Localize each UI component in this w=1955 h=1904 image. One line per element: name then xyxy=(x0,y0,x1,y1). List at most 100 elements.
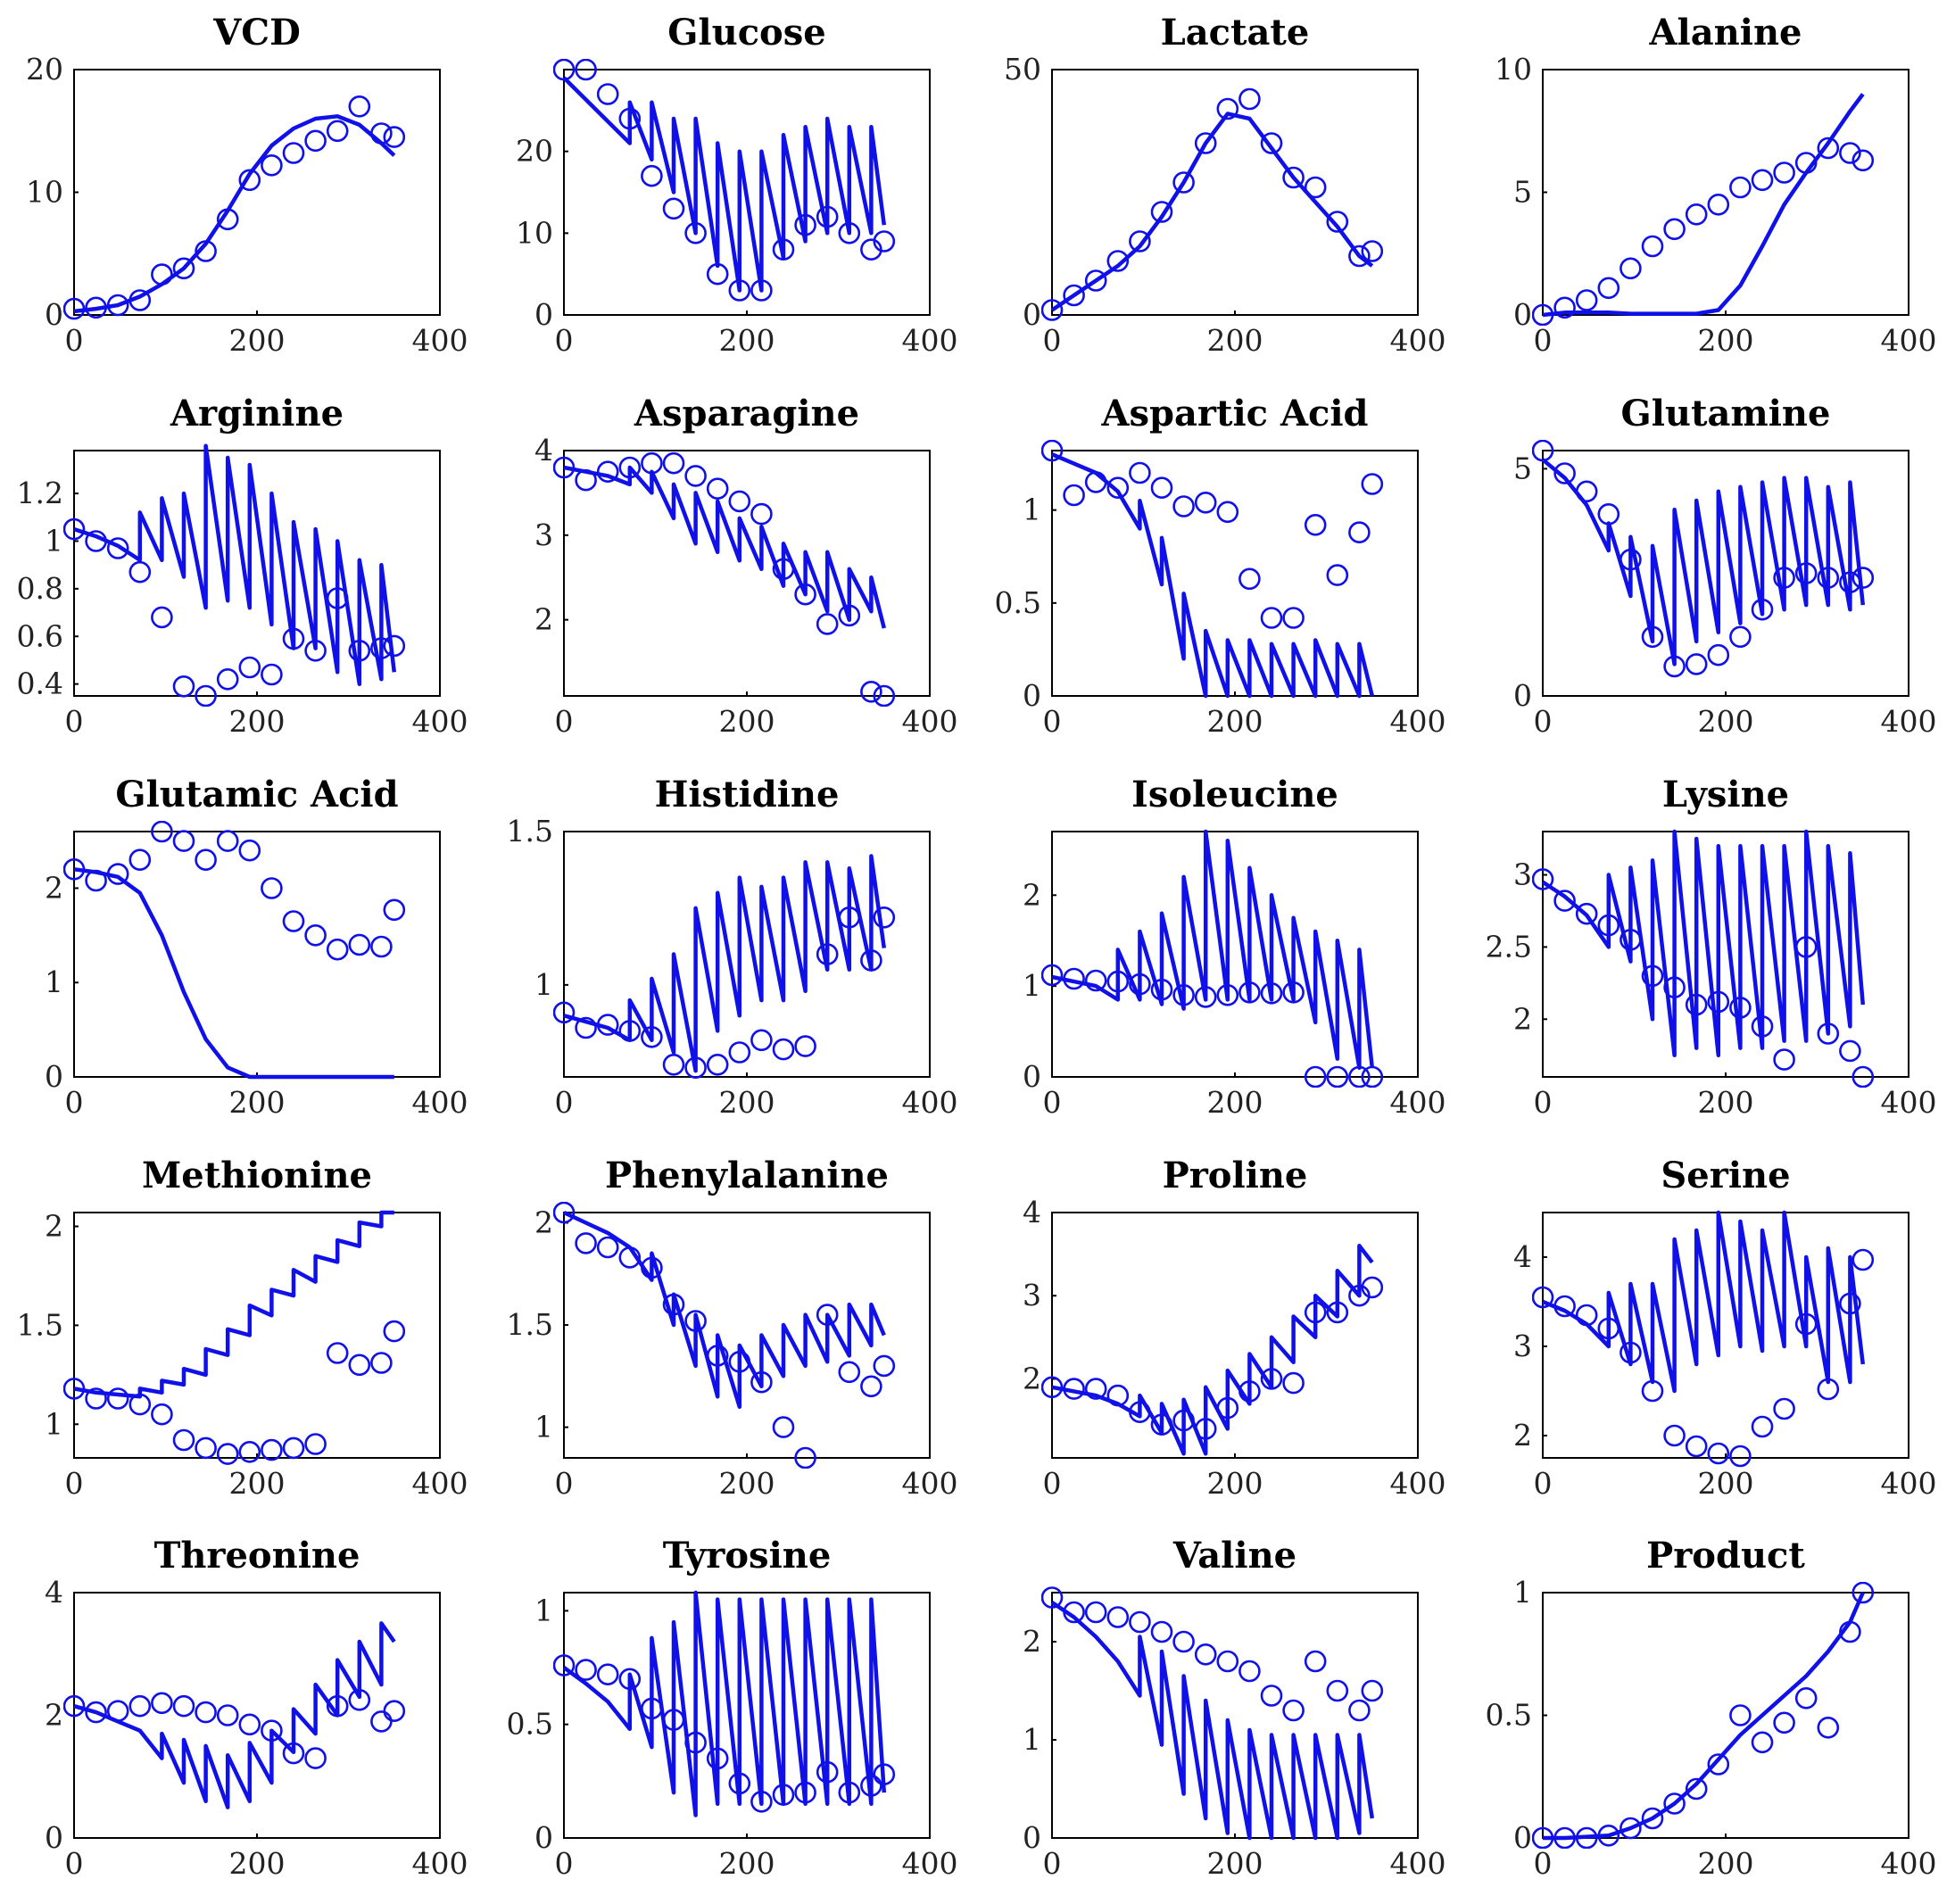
y-tick-label: 5 xyxy=(1513,451,1532,485)
plot-area-vcd xyxy=(63,95,406,320)
measured-point-methionine xyxy=(106,1387,129,1410)
measured-point-lysine xyxy=(1532,868,1554,890)
x-tick-label: 200 xyxy=(229,1846,286,1881)
measured-point-arginine xyxy=(106,537,129,559)
measured-point-glutamic-acid xyxy=(128,849,152,872)
measured-point-alanine xyxy=(1773,161,1795,184)
measured-point-valine xyxy=(1304,1650,1327,1673)
measured-point-aspartic-acid xyxy=(1282,607,1305,629)
y-tick-label: 0 xyxy=(1513,297,1532,332)
panel-lysine: Lysine 0 200 400 2 2.5 3 xyxy=(1486,774,1937,1120)
measured-point-glutamic-acid xyxy=(261,877,283,899)
x-tick-label: 400 xyxy=(1390,1466,1446,1501)
measured-point-isoleucine xyxy=(1129,973,1151,996)
model-line-tyrosine xyxy=(562,1590,887,1817)
measured-point-arginine xyxy=(282,627,305,650)
y-tick-label: 0.8 xyxy=(17,571,63,606)
measured-point-alanine xyxy=(1620,257,1642,280)
measured-point-tyrosine xyxy=(618,1668,642,1691)
measured-point-valine xyxy=(1084,1601,1107,1624)
plot-area-glutamic-acid xyxy=(63,821,406,1080)
measured-point-phenylalanine xyxy=(641,1256,663,1279)
measured-point-proline xyxy=(1260,1368,1283,1390)
y-tick-label: 0 xyxy=(1023,678,1041,713)
x-tick-label: 200 xyxy=(1207,323,1263,358)
x-tick-label: 200 xyxy=(1207,704,1263,739)
panel-histidine: Histidine 0 200 400 1 1.5 xyxy=(507,774,958,1120)
measured-point-alanine xyxy=(1839,142,1861,164)
measured-point-lysine xyxy=(1839,1039,1861,1063)
measured-point-isoleucine xyxy=(1282,981,1305,1004)
measured-point-serine xyxy=(1817,1378,1840,1401)
measured-point-threonine xyxy=(172,1694,195,1718)
measured-point-vcd xyxy=(172,257,195,280)
measured-point-threonine xyxy=(304,1747,327,1769)
measured-point-valine xyxy=(1041,1586,1064,1609)
measured-point-asparagine xyxy=(662,451,685,475)
measured-point-methionine xyxy=(195,1436,217,1460)
model-line-glutamic-acid xyxy=(73,867,394,1080)
measured-point-lactate xyxy=(1194,132,1217,154)
measured-point-aspartic-acid xyxy=(1238,567,1261,591)
x-tick-label: 200 xyxy=(1698,1085,1754,1120)
x-tick-label: 0 xyxy=(1043,1085,1062,1120)
measured-point-histidine xyxy=(794,1035,816,1057)
x-tick-label: 400 xyxy=(902,704,958,739)
measured-point-isoleucine xyxy=(1084,969,1107,992)
measured-point-lysine xyxy=(1575,902,1598,925)
measured-point-valine xyxy=(1361,1679,1384,1702)
measured-point-asparagine xyxy=(596,460,619,484)
y-tick-label: 0.6 xyxy=(17,618,63,653)
measured-point-valine xyxy=(1326,1679,1349,1702)
plot-area-threonine xyxy=(63,1621,406,1809)
model-line-glutamine xyxy=(1541,458,1866,666)
panel-title-isoleucine: Isoleucine xyxy=(1131,774,1338,815)
measured-point-glutamic-acid xyxy=(216,830,239,852)
panel-lactate: Lactate 0 200 400 0 50 xyxy=(1004,12,1446,358)
y-tick-label: 2 xyxy=(1023,1361,1041,1395)
measured-point-aspartic-acid xyxy=(1041,440,1064,462)
x-tick-label: 0 xyxy=(1043,1846,1062,1881)
x-tick-label: 0 xyxy=(1043,323,1062,358)
measured-point-tyrosine xyxy=(684,1731,707,1754)
x-tick-label: 400 xyxy=(412,1846,468,1881)
measured-point-valine xyxy=(1172,1630,1195,1653)
y-tick-label: 0 xyxy=(45,297,63,332)
measured-point-serine xyxy=(1597,1317,1620,1340)
panel-asparagine: Asparagine 0 200 400 2 3 4 xyxy=(534,393,958,739)
measured-point-isoleucine xyxy=(1150,978,1173,1001)
y-tick-label: 2 xyxy=(1513,1418,1532,1453)
measured-point-vcd xyxy=(383,126,406,148)
measured-point-asparagine xyxy=(706,477,729,501)
measured-point-glucose xyxy=(750,279,773,302)
measured-point-glucose xyxy=(618,107,642,130)
measured-point-glutamic-acid xyxy=(282,910,305,932)
measured-point-glucose xyxy=(772,238,795,261)
x-tick-label: 0 xyxy=(1534,1846,1553,1881)
measured-point-lactate xyxy=(1260,132,1283,154)
measured-point-arginine xyxy=(172,675,195,698)
axis-box-phenylalanine xyxy=(563,1212,931,1459)
measured-point-histidine xyxy=(641,1026,663,1048)
measured-point-lactate xyxy=(1106,250,1130,272)
measured-point-asparagine xyxy=(575,468,597,492)
measured-point-isoleucine xyxy=(1216,984,1239,1006)
plot-area-tyrosine xyxy=(553,1590,896,1817)
measured-point-vcd xyxy=(348,95,371,118)
measured-point-alanine xyxy=(1641,235,1664,258)
y-tick-label: 2 xyxy=(1513,1001,1532,1036)
measured-point-lysine xyxy=(1597,914,1620,937)
x-tick-label: 200 xyxy=(719,1466,775,1501)
plot-area-proline xyxy=(1041,1244,1384,1456)
measured-point-tyrosine xyxy=(596,1663,619,1685)
x-tick-label: 400 xyxy=(412,704,468,739)
x-tick-label: 200 xyxy=(1698,323,1754,358)
measured-point-phenylalanine xyxy=(662,1293,685,1316)
measured-point-arginine xyxy=(304,639,327,662)
measured-point-serine xyxy=(1773,1397,1795,1420)
model-line-methionine xyxy=(73,1210,394,1399)
measured-point-serine xyxy=(1794,1312,1818,1336)
panel-title-tyrosine: Tyrosine xyxy=(663,1535,832,1577)
